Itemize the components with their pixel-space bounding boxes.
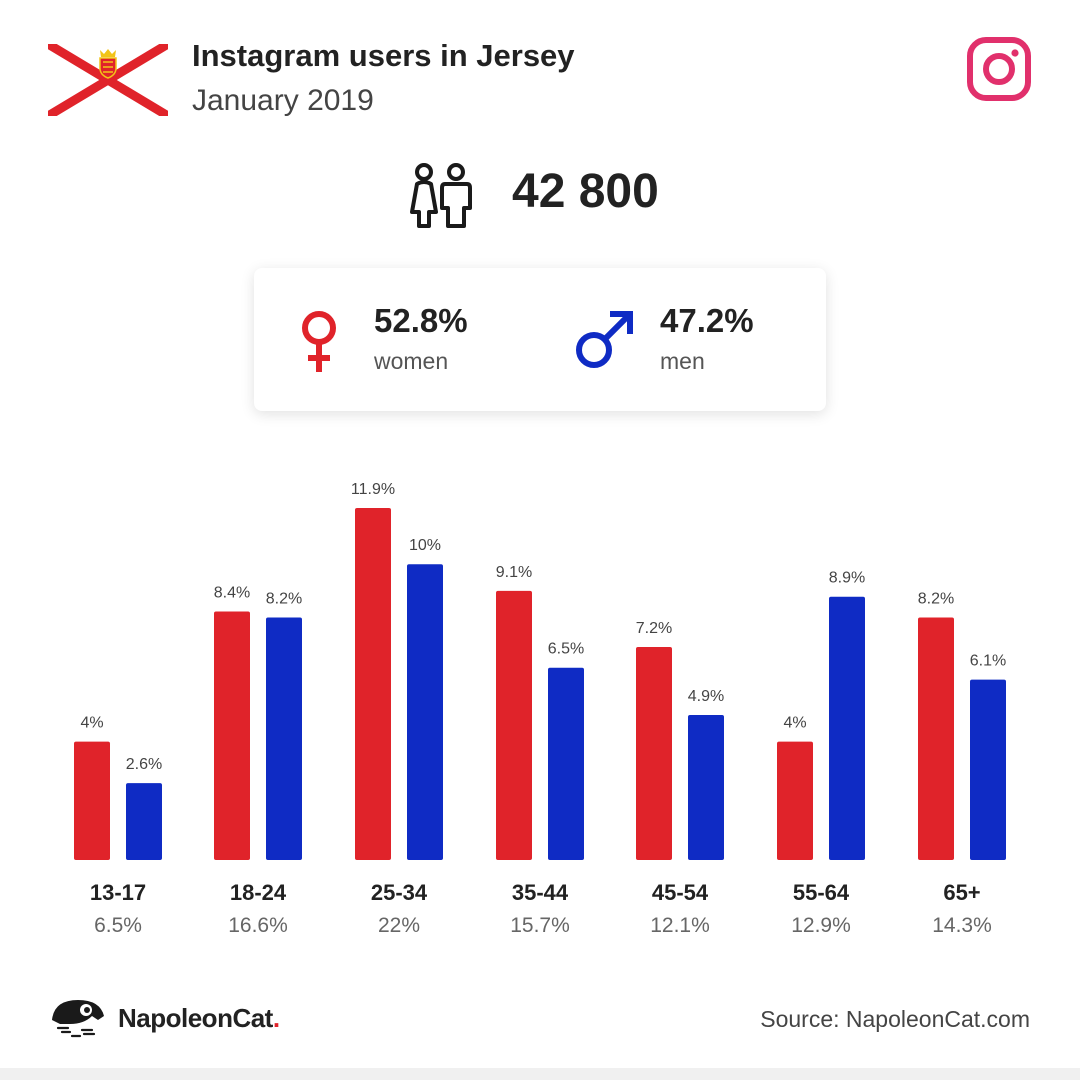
category-label: 13-17 [90,880,146,905]
brand-dot: . [272,1003,280,1033]
instagram-icon[interactable] [966,36,1032,102]
category-total-label: 22% [378,914,420,937]
female-symbol-icon [302,311,336,372]
men-percentage: 47.2% [660,302,754,339]
bar-value-label: 7.2% [636,620,672,637]
brand-name-text: NapoleonCat [118,1003,273,1033]
bar-women-13-17 [74,741,110,860]
bar-women-65+ [918,617,954,860]
bar-value-label: 8.2% [266,590,302,607]
bar-women-35-44 [496,590,532,860]
bottom-strip [0,1068,1080,1080]
age-gender-bar-chart: 4% 2.6% 13-17 6.5% 8.4% 8.2% 18-24 16.6% 11.9% 10… [74,481,1006,937]
total-users: 42 800 [512,165,659,218]
bar-men-35-44 [548,667,584,860]
category-label: 65+ [943,880,980,905]
bar-value-label: 8.9% [829,570,865,587]
male-symbol-icon [576,311,633,368]
bar-value-label: 6.1% [970,653,1006,670]
source-note: Source: NapoleonCat.com [760,1006,1030,1032]
men-label: men [660,348,705,374]
category-total-label: 15.7% [510,914,570,937]
users-icon [410,163,472,228]
brand-name[interactable]: NapoleonCat. [118,1003,280,1034]
category-total-label: 16.6% [228,914,288,937]
category-total-label: 6.5% [94,914,142,937]
napoleoncat-logo-icon [52,1000,104,1038]
category-total-label: 12.9% [791,914,851,937]
category-total-label: 14.3% [932,914,992,937]
bar-value-label: 8.4% [214,585,250,602]
bar-value-label: 6.5% [548,641,584,658]
category-label: 45-54 [652,880,709,905]
bar-women-55-64 [777,741,813,860]
page-subtitle: January 2019 [192,84,374,117]
page-title: Instagram users in Jersey [192,38,575,73]
bar-men-25-34 [407,564,443,860]
jersey-flag-icon [48,44,168,116]
bar-value-label: 9.1% [496,564,532,581]
bar-value-label: 10% [409,537,441,554]
bar-women-45-54 [636,647,672,860]
women-label: women [374,348,449,374]
bar-men-13-17 [126,783,162,860]
bar-value-label: 4% [80,715,103,732]
bar-women-18-24 [214,611,250,860]
bar-men-55-64 [829,596,865,860]
women-percentage: 52.8% [374,302,468,339]
bar-women-25-34 [355,508,391,860]
bar-men-18-24 [266,617,302,860]
category-label: 55-64 [793,880,850,905]
category-total-label: 12.1% [650,914,710,937]
category-label: 25-34 [371,880,428,905]
bar-value-label: 2.6% [126,756,162,773]
category-label: 18-24 [230,880,287,905]
bar-value-label: 4.9% [688,688,724,705]
bar-men-45-54 [688,715,724,860]
bar-value-label: 8.2% [918,590,954,607]
gender-split-card: 52.8% women 47.2% men [254,268,826,411]
bar-men-65+ [970,679,1006,860]
bar-value-label: 4% [783,715,806,732]
bar-value-label: 11.9% [351,481,395,498]
category-label: 35-44 [512,880,569,905]
